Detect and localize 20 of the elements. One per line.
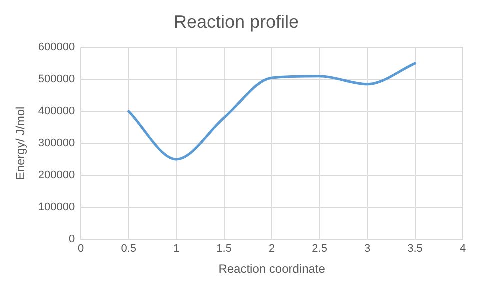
chart-title: Reaction profile — [174, 12, 300, 32]
x-axis-title: Reaction coordinate — [218, 262, 326, 276]
y-tick-label: 300000 — [38, 138, 76, 150]
x-tick-label: 3.5 — [408, 243, 423, 256]
line-series — [128, 62, 417, 161]
x-tick-label: 3 — [364, 243, 371, 256]
y-tick-label: 200000 — [38, 170, 76, 182]
x-tick-label: 4 — [460, 243, 466, 256]
y-tick-label: 0 — [68, 233, 76, 246]
x-tick-label: 0.5 — [121, 243, 136, 256]
x-tick-label: 1 — [174, 243, 180, 256]
y-tick-label: 500000 — [38, 74, 76, 86]
x-tick-label: 2.5 — [312, 243, 328, 256]
y-axis-title: Energy/ J/mol — [14, 106, 28, 180]
y-tick-label: 600000 — [38, 42, 76, 54]
x-tick-label: 0 — [78, 243, 84, 256]
y-tick-label: 400000 — [38, 106, 76, 118]
x-tick-label: 2 — [268, 243, 276, 256]
x-tick-label: 1.5 — [216, 243, 232, 256]
y-tick-label: 100000 — [38, 201, 76, 214]
